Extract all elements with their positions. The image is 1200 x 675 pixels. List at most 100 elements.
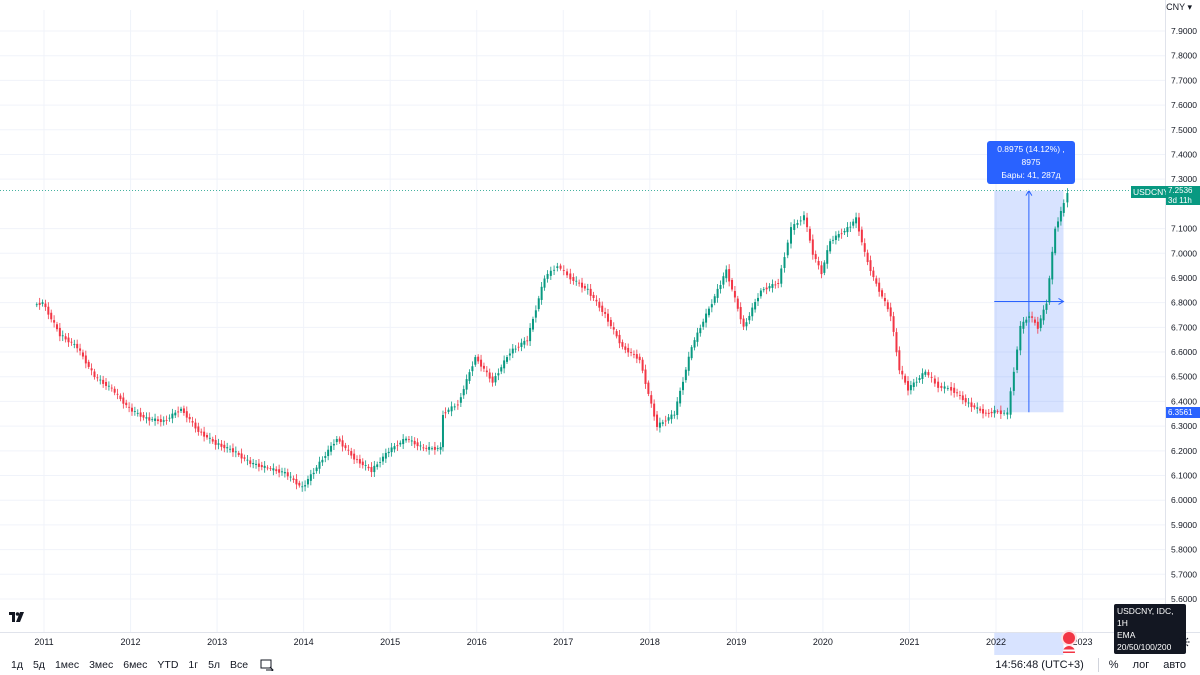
- candle-body: [811, 239, 814, 255]
- candle-body: [676, 401, 679, 415]
- candle-body: [102, 379, 105, 384]
- candle-body: [50, 312, 53, 320]
- candle-body: [837, 234, 840, 238]
- candle-body: [921, 373, 924, 380]
- candle-body: [1003, 412, 1006, 414]
- candle-body: [1022, 321, 1025, 329]
- range-ytd[interactable]: YTD: [157, 659, 179, 671]
- candle-body: [566, 271, 569, 276]
- tradingview-logo[interactable]: [8, 610, 26, 624]
- candle-body: [664, 420, 667, 422]
- time-selection-band: [994, 633, 1064, 655]
- time-tick-label: 2022: [986, 637, 1006, 647]
- go-to-date-icon[interactable]: [259, 658, 275, 672]
- candle-body: [1016, 349, 1019, 370]
- time-tick-label: 2012: [121, 637, 141, 647]
- candle-body: [234, 451, 237, 453]
- candle-body: [283, 471, 286, 474]
- candle-body: [188, 417, 191, 420]
- candle-body: [710, 304, 713, 308]
- candle-body: [171, 413, 174, 419]
- candle-body: [266, 467, 269, 469]
- candle-body: [716, 288, 719, 298]
- measure-range[interactable]: [994, 189, 1065, 413]
- time-tick-label: 2013: [207, 637, 227, 647]
- candle-body: [298, 482, 301, 486]
- candle-body: [1009, 391, 1012, 415]
- candle-body: [419, 445, 422, 447]
- range-1y[interactable]: 1г: [188, 659, 199, 671]
- range-6m[interactable]: 6мес: [123, 659, 148, 671]
- candle-body: [627, 347, 630, 353]
- range-1d[interactable]: 1д: [11, 659, 23, 671]
- candle-body: [976, 407, 979, 409]
- candle-body: [361, 461, 364, 466]
- candle-body: [1066, 193, 1069, 203]
- candle-body: [425, 447, 428, 449]
- candle-body: [58, 327, 61, 337]
- candle-body: [687, 356, 690, 371]
- range-all[interactable]: Все: [230, 659, 249, 671]
- candle-body: [312, 472, 315, 475]
- time-tick-label: 2023: [1073, 637, 1093, 647]
- candle-body: [315, 467, 318, 472]
- cn-flag-icon[interactable]: [1063, 632, 1075, 644]
- range-1m[interactable]: 1мес: [54, 659, 80, 671]
- candle-body: [748, 315, 751, 321]
- candle-body: [742, 318, 745, 327]
- time-axis[interactable]: 2011 2012 2013 2014 2015 2016 2017 2018 2019 2020…: [34, 637, 1092, 647]
- candle-body: [745, 322, 748, 327]
- candle-body: [987, 412, 990, 414]
- candle-body: [229, 448, 232, 450]
- currency-selector[interactable]: CNY ▾: [1166, 2, 1192, 12]
- candle-body: [556, 266, 559, 268]
- log-toggle[interactable]: лог: [1132, 659, 1150, 671]
- price-tick-label: 5.9000: [1171, 520, 1197, 530]
- measure-volume: Объём 0: [1013, 183, 1049, 193]
- candle-body: [436, 448, 439, 449]
- clock[interactable]: 14:56:48 (UTC+3): [995, 659, 1084, 671]
- candle-body: [1025, 319, 1028, 323]
- candle-body: [578, 282, 581, 284]
- candle-body: [301, 486, 304, 488]
- candle-body: [332, 443, 335, 446]
- percent-toggle[interactable]: %: [1108, 659, 1119, 671]
- candle-body: [658, 422, 661, 428]
- measure-bars: Бары: 41, 287д: [1001, 170, 1061, 180]
- candle-body: [289, 476, 292, 478]
- candle-body: [855, 217, 858, 224]
- candle-body: [73, 343, 76, 345]
- candle-body: [829, 241, 832, 252]
- candle-body: [650, 395, 653, 404]
- candle-body: [295, 479, 298, 485]
- candle-body: [849, 226, 852, 228]
- price-tick-label: 7.9000: [1171, 26, 1197, 36]
- candle-body: [494, 376, 497, 383]
- candle-body: [598, 301, 601, 308]
- legend-box[interactable]: USDCNY, IDC, 1H EMA 20/50/100/200: [1114, 604, 1186, 654]
- candle-body: [940, 385, 943, 388]
- candle-body: [930, 376, 933, 378]
- candle-body: [168, 417, 171, 419]
- candle-body: [1059, 210, 1062, 222]
- range-5d[interactable]: 5д: [32, 659, 45, 671]
- price-tick-label: 6.9000: [1171, 273, 1197, 283]
- price-tick-label: 7.3000: [1171, 174, 1197, 184]
- candle-body: [702, 321, 705, 327]
- range-5y[interactable]: 5л: [208, 659, 221, 671]
- price-axis[interactable]: 7.9000 7.8000 7.7000 7.6000 7.5000 7.4000 7.30…: [1171, 26, 1197, 604]
- auto-toggle[interactable]: авто: [1163, 659, 1186, 671]
- candle-body: [728, 269, 731, 282]
- candle-body: [180, 408, 183, 411]
- candle-body: [433, 446, 436, 450]
- candle-body: [705, 313, 708, 323]
- candle-body: [656, 414, 659, 427]
- range-3m[interactable]: 3мес: [89, 659, 114, 671]
- price-series: [35, 188, 1069, 492]
- candle-body: [606, 313, 609, 322]
- candle-body: [860, 229, 863, 243]
- candle-body: [249, 460, 252, 464]
- gear-icon[interactable]: [1177, 635, 1191, 649]
- candle-body: [367, 466, 370, 469]
